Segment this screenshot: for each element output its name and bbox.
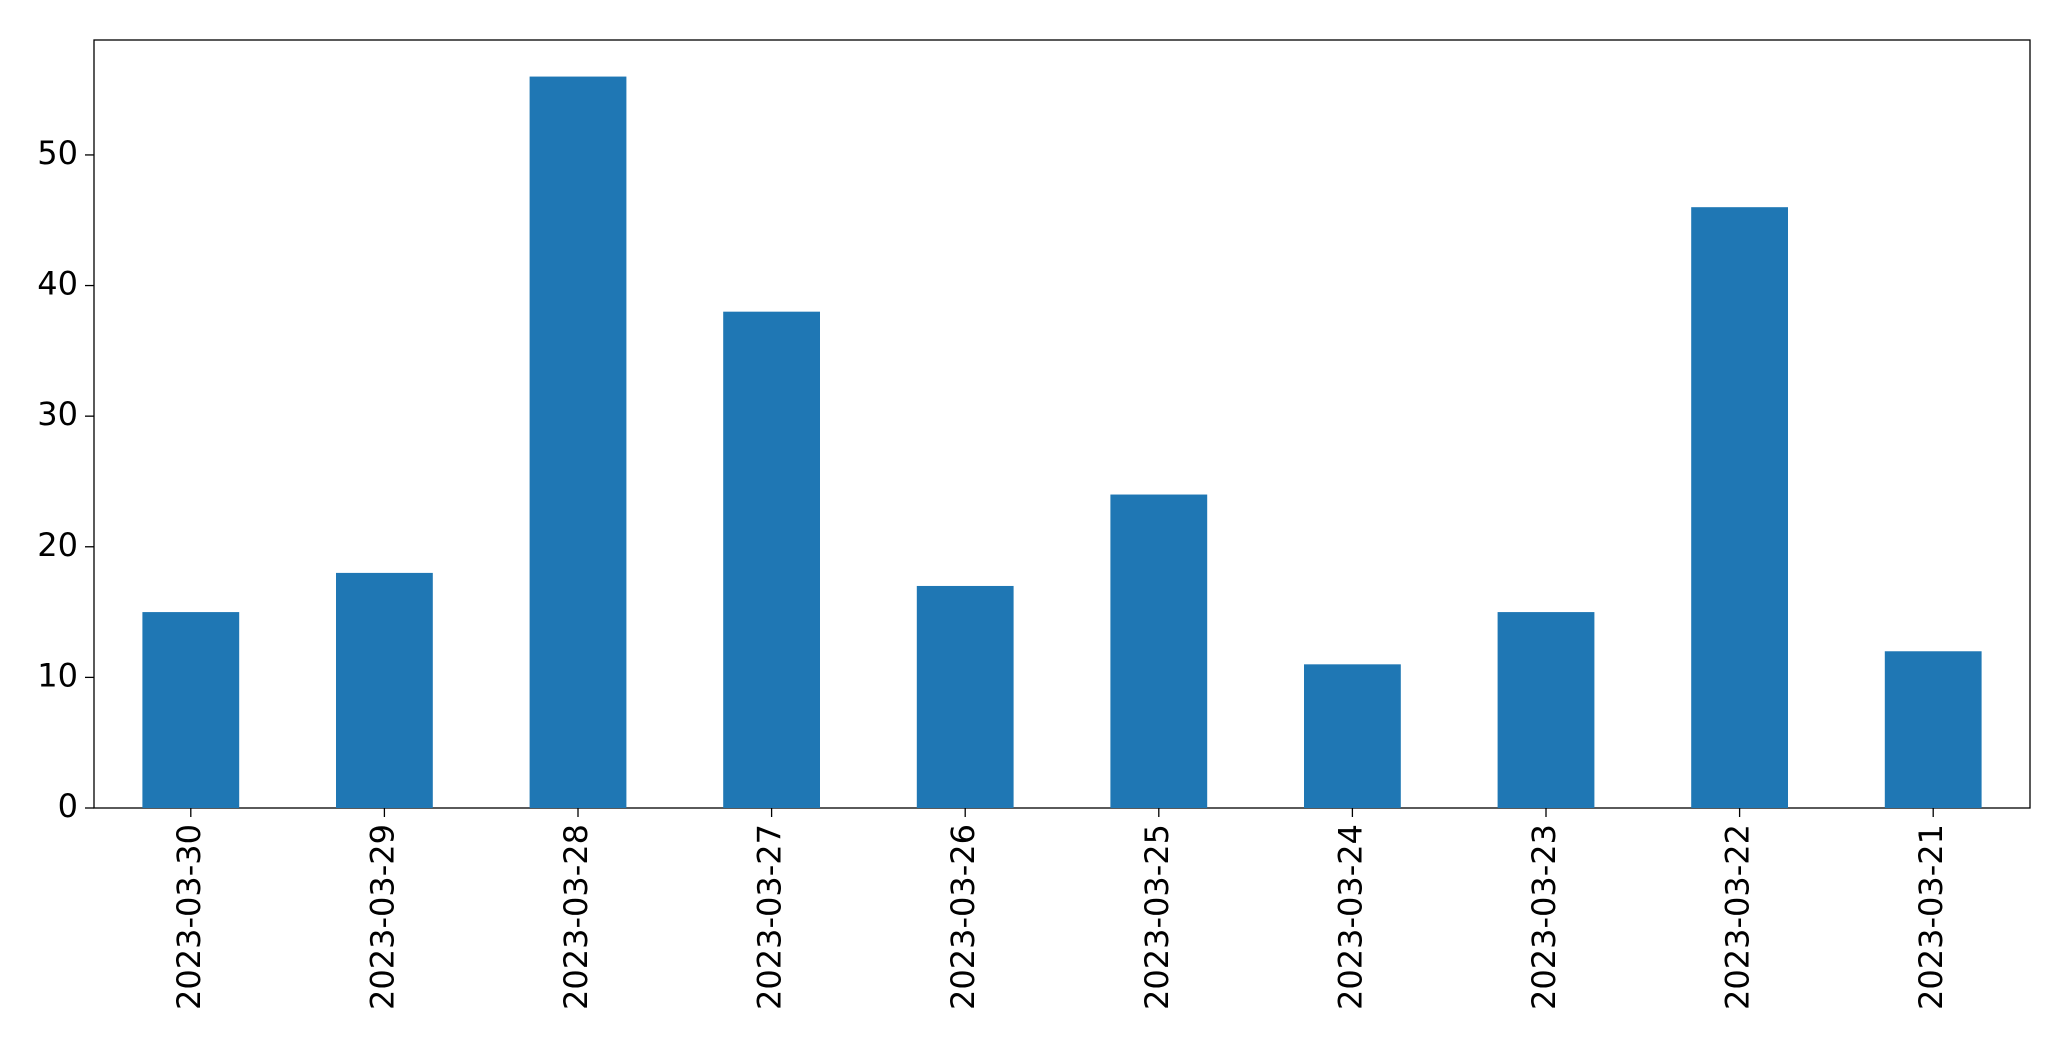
bar	[1497, 612, 1595, 808]
y-tick-label: 50	[37, 134, 78, 172]
axes-frame	[93, 39, 2031, 809]
y-tick-label: 30	[37, 395, 78, 433]
bar	[336, 572, 433, 808]
x-tick-label: 2023-03-24	[1331, 824, 1369, 1010]
x-tick-label: 2023-03-27	[751, 824, 789, 1010]
x-tick-label: 2023-03-21	[1912, 824, 1950, 1010]
bar	[1110, 494, 1208, 808]
x-tick-label: 2023-03-22	[1719, 824, 1757, 1010]
bar	[1304, 664, 1401, 808]
x-tick-label: 2023-03-26	[944, 824, 982, 1010]
x-tick-label: 2023-03-25	[1138, 824, 1176, 1010]
bar	[529, 76, 627, 809]
x-tick-label: 2023-03-23	[1525, 824, 1563, 1010]
x-tick-label: 2023-03-28	[557, 824, 595, 1010]
bar	[1884, 651, 1982, 808]
bar	[1691, 207, 1788, 809]
bar	[916, 585, 1014, 808]
bar	[142, 612, 240, 808]
y-tick-label: 20	[37, 526, 78, 564]
bar	[723, 311, 820, 808]
y-tick-label: 40	[37, 265, 78, 303]
x-tick-label: 2023-03-30	[170, 824, 208, 1010]
y-tick-label: 0	[58, 787, 78, 825]
x-tick-label: 2023-03-29	[363, 824, 401, 1010]
y-tick-label: 10	[37, 656, 78, 694]
